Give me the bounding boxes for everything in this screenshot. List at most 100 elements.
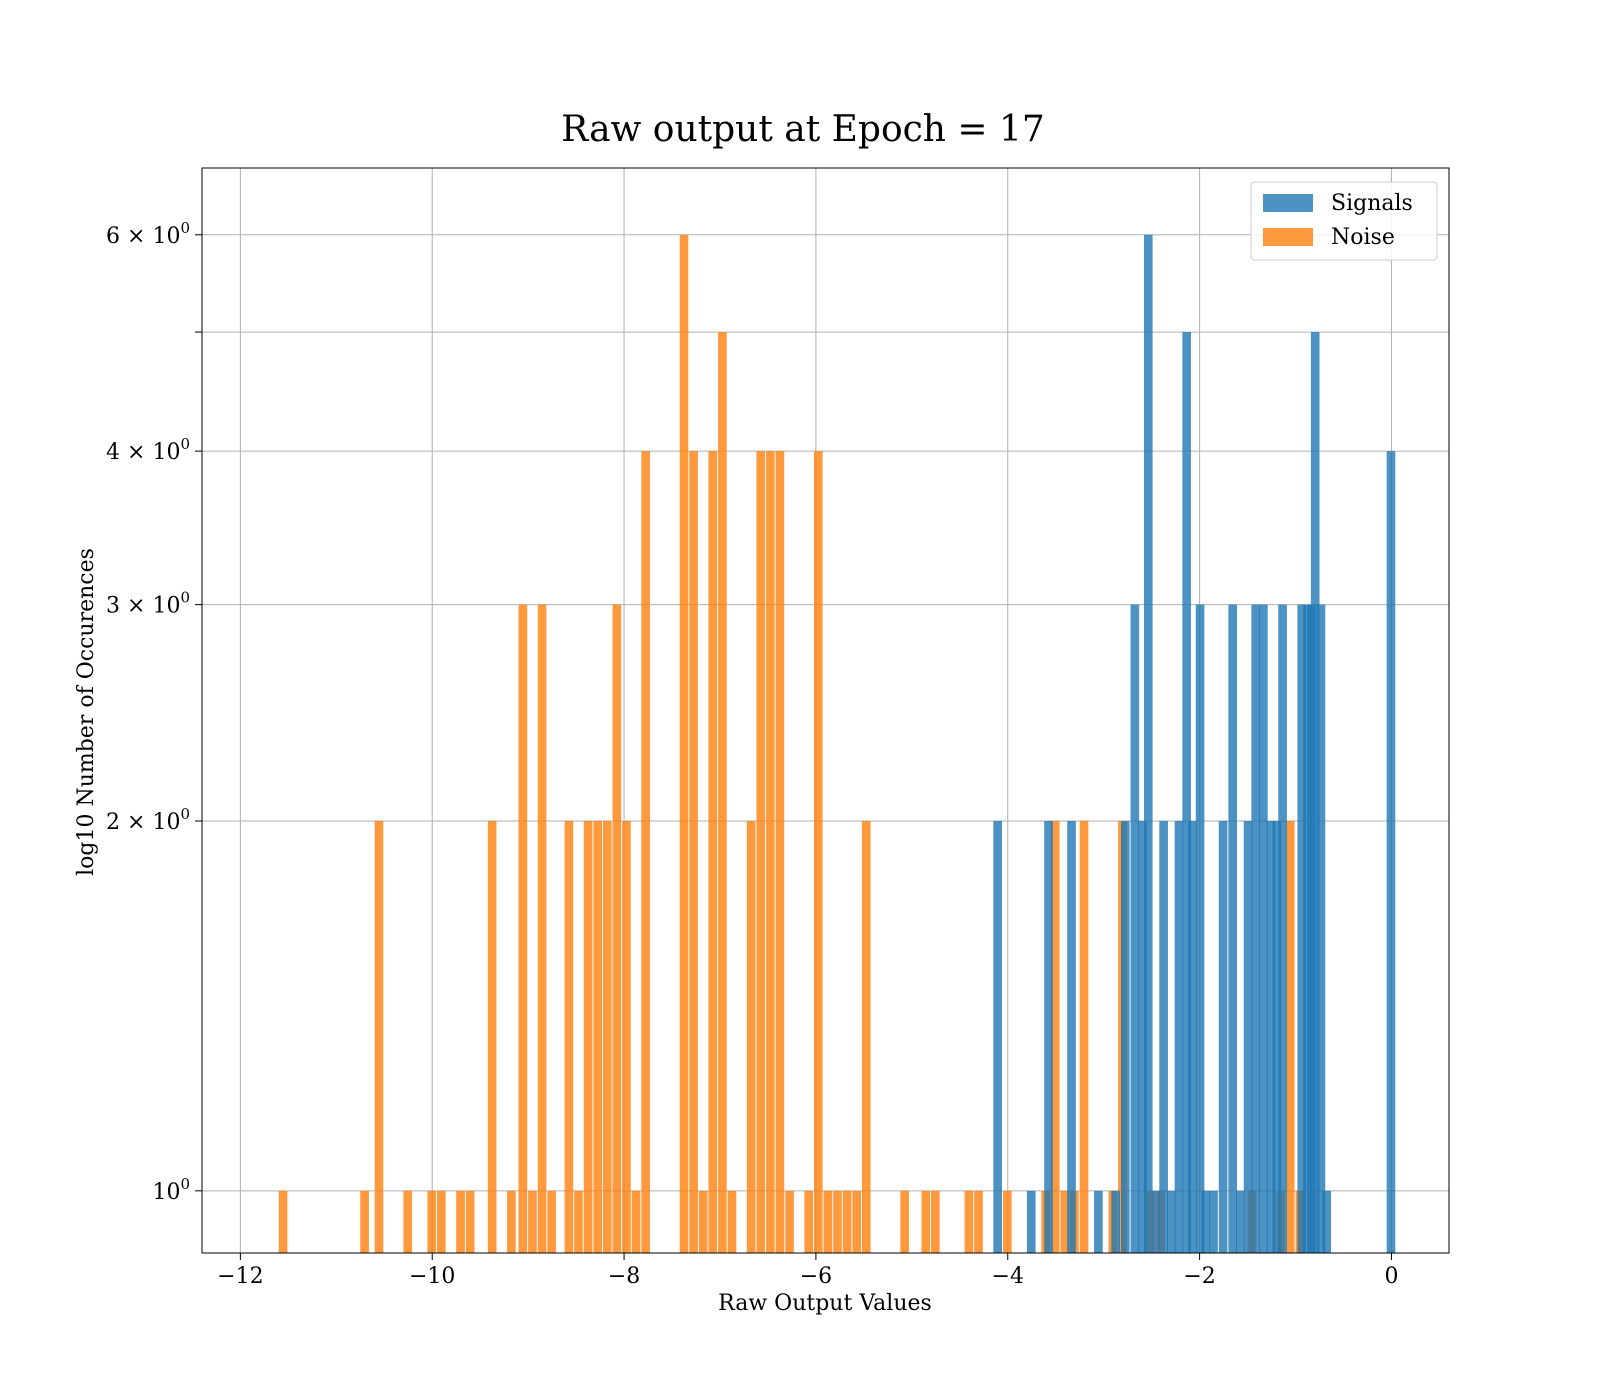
noise-bar-6 xyxy=(456,1190,465,1253)
noise-bar-33 xyxy=(785,1190,794,1253)
noise-bar-31 xyxy=(766,451,775,1253)
signals-bar-13 xyxy=(1174,820,1184,1253)
noise-bar-12 xyxy=(537,604,547,1253)
x-tick-label-0: −12 xyxy=(217,1264,263,1289)
signals-bar-19 xyxy=(1218,820,1228,1253)
noise-bar-0 xyxy=(278,1190,288,1253)
legend-label-signals: Signals xyxy=(1331,191,1413,216)
signals-bar-12 xyxy=(1166,1190,1176,1253)
legend-swatch-signals xyxy=(1263,194,1313,212)
noise-bar-21 xyxy=(631,1190,641,1253)
x-tick-label-2: −8 xyxy=(608,1264,640,1289)
y-tick-label-1: 2 × 100 xyxy=(106,805,190,835)
noise-bar-15 xyxy=(574,1190,583,1253)
x-tick-label-6: 0 xyxy=(1384,1264,1398,1289)
signals-bar-14 xyxy=(1182,332,1191,1253)
noise-bar-43 xyxy=(931,1190,940,1253)
noise-bar-10 xyxy=(518,604,528,1253)
signals-bar-21 xyxy=(1236,1190,1245,1253)
signals-bar-10 xyxy=(1151,1190,1161,1253)
bars xyxy=(278,234,1396,1254)
noise-bar-13 xyxy=(547,1190,556,1253)
noise-bar-45 xyxy=(974,1190,983,1253)
signals-bar-0 xyxy=(993,820,1002,1253)
signals-bar-31 xyxy=(1310,332,1320,1253)
noise-bar-38 xyxy=(842,1190,852,1253)
plot-frame xyxy=(201,167,1450,1254)
x-axis-ticks: −12 −10 −8 −6 −4 −2 0 xyxy=(217,1253,1398,1289)
y-axis-ticks: 100 2 × 100 3 × 100 4 × 100 6 × 100 xyxy=(106,219,202,1205)
signals-bar-25 xyxy=(1266,820,1276,1253)
signals-bar-5 xyxy=(1111,1190,1120,1253)
noise-bar-20 xyxy=(622,820,631,1253)
noise-bar-16 xyxy=(583,820,593,1253)
signals-bar-8 xyxy=(1138,820,1147,1253)
noise-bar-58 xyxy=(1285,820,1295,1253)
x-axis-label: Raw Output Values xyxy=(718,1291,932,1316)
signals-bar-20 xyxy=(1228,604,1238,1253)
noise-bar-1 xyxy=(360,1190,369,1253)
noise-bar-19 xyxy=(612,604,622,1253)
y-tick-label-5: 6 × 100 xyxy=(106,219,190,249)
noise-bar-49 xyxy=(1060,1190,1070,1253)
signals-bar-17 xyxy=(1201,1190,1211,1253)
chart-title: Raw output at Epoch = 17 xyxy=(561,109,1045,150)
legend-label-noise: Noise xyxy=(1331,225,1395,250)
noise-bar-44 xyxy=(964,1190,974,1253)
signals-bar-2 xyxy=(1044,820,1053,1253)
y-tick-label-0: 100 xyxy=(152,1175,190,1205)
noise-bar-37 xyxy=(833,1190,842,1253)
noise-bar-2 xyxy=(374,820,384,1253)
noise-bar-35 xyxy=(813,451,823,1253)
noise-bar-48 xyxy=(1050,820,1060,1253)
legend: Signals Noise xyxy=(1250,181,1438,261)
x-tick-label-4: −4 xyxy=(992,1264,1024,1289)
signals-bar-27 xyxy=(1278,604,1287,1253)
noise-bar-32 xyxy=(775,451,785,1253)
y-axis-label: log10 Number of Occurences xyxy=(74,548,99,876)
noise-bar-36 xyxy=(823,1190,833,1253)
noise-bar-24 xyxy=(689,451,698,1253)
noise-bar-26 xyxy=(708,451,718,1253)
noise-bar-40 xyxy=(861,820,871,1253)
signals-bar-24 xyxy=(1259,604,1268,1253)
noise-bar-39 xyxy=(852,1190,861,1253)
noise-bar-30 xyxy=(756,451,766,1253)
noise-bar-23 xyxy=(679,234,689,1254)
noise-bar-42 xyxy=(921,1190,931,1253)
legend-swatch-noise xyxy=(1263,228,1313,246)
signals-bar-7 xyxy=(1130,604,1140,1253)
noise-bar-25 xyxy=(698,1190,708,1253)
signals-bar-33 xyxy=(1322,1190,1332,1253)
noise-bar-4 xyxy=(427,1190,437,1253)
signals-bar-1 xyxy=(1026,1190,1036,1253)
noise-bar-51 xyxy=(1079,820,1089,1253)
signals-bar-16 xyxy=(1195,604,1205,1253)
signals-bar-34 xyxy=(1386,451,1396,1253)
signals-bar-15 xyxy=(1188,820,1197,1253)
noise-bar-9 xyxy=(507,1190,516,1253)
signals-bar-23 xyxy=(1251,604,1261,1253)
signals-bar-6 xyxy=(1120,820,1130,1253)
noise-bar-46 xyxy=(1002,1190,1012,1253)
noise-bar-22 xyxy=(641,451,650,1253)
signals-bar-3 xyxy=(1067,820,1076,1253)
noise-bar-27 xyxy=(718,332,727,1253)
noise-bar-34 xyxy=(804,1190,814,1253)
noise-bar-17 xyxy=(593,820,602,1253)
y-tick-label-3: 4 × 100 xyxy=(106,435,190,465)
noise-bar-18 xyxy=(602,820,612,1253)
x-tick-label-1: −10 xyxy=(409,1264,455,1289)
noise-bar-29 xyxy=(746,820,756,1253)
signals-bar-9 xyxy=(1143,234,1153,1254)
x-tick-label-3: −6 xyxy=(800,1264,832,1289)
noise-bar-8 xyxy=(487,820,497,1253)
signals-bar-26 xyxy=(1272,820,1282,1253)
signals-bar-18 xyxy=(1209,1190,1218,1253)
signals-bar-11 xyxy=(1159,820,1168,1253)
x-tick-label-5: −2 xyxy=(1183,1264,1215,1289)
noise-bar-3 xyxy=(403,1190,413,1253)
signals-bar-32 xyxy=(1316,604,1326,1253)
noise-bar-7 xyxy=(465,1190,475,1253)
